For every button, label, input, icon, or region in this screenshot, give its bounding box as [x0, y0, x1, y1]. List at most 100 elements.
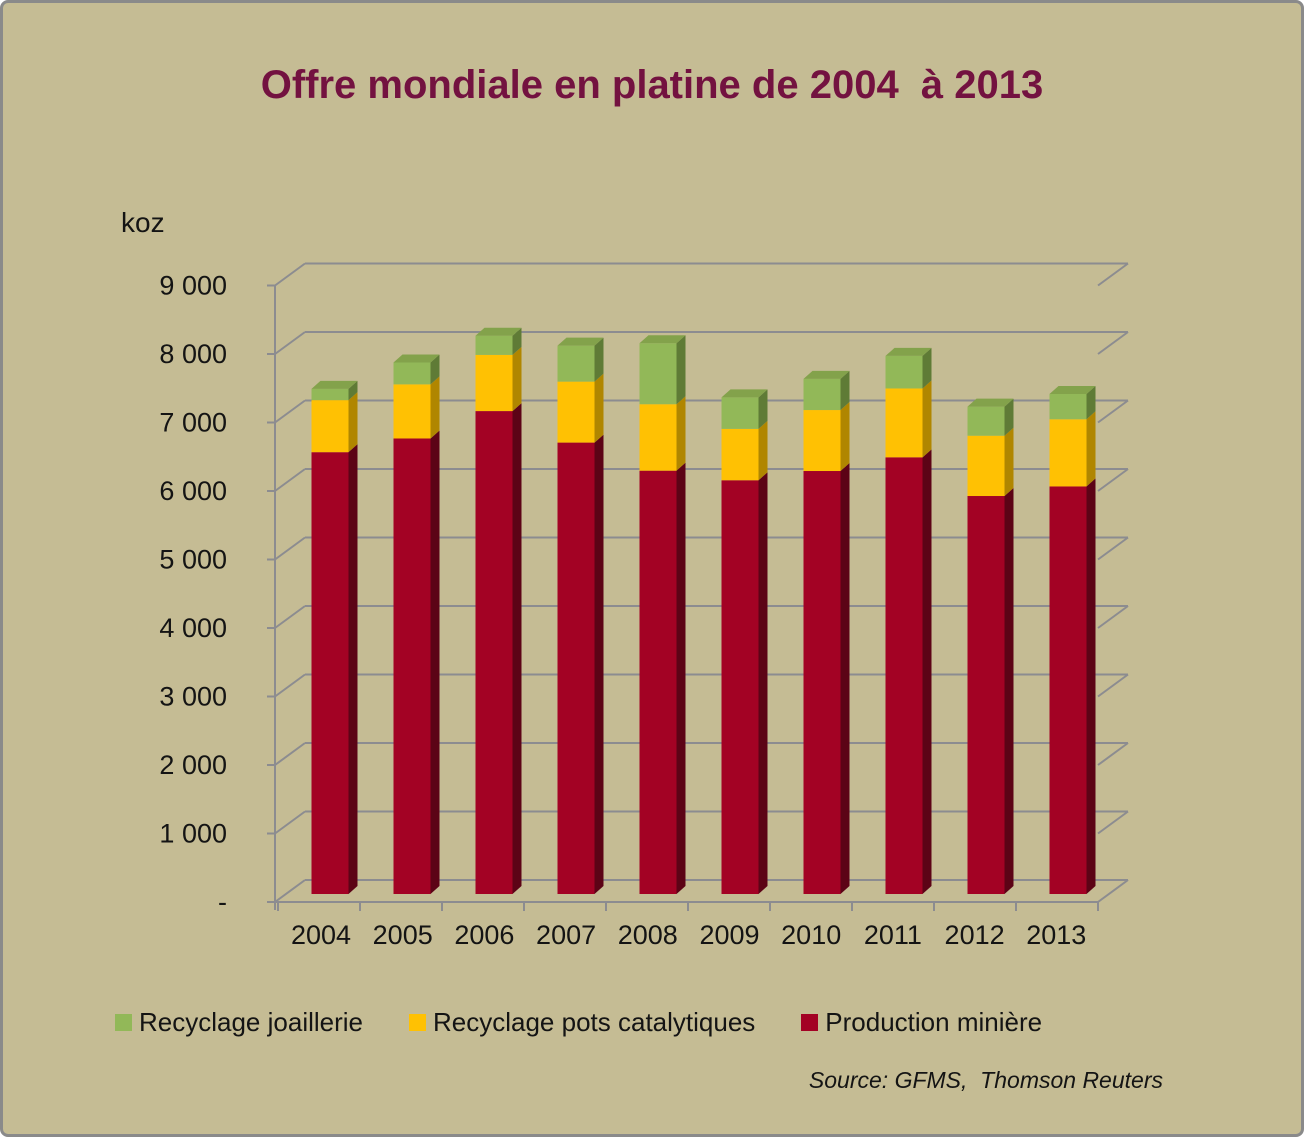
gridline-left-connector: [274, 879, 306, 903]
y-axis-tick-label: 9 000: [159, 271, 227, 301]
bar-segment-2005-recyclage-pots-catalytiques: [393, 384, 431, 439]
bar-segment-2010-recyclage-pots-catalytiques: [803, 410, 841, 472]
bar-segment-2013-recyclage-joaillerie: [1049, 393, 1087, 420]
bar-side-2007-recyclage-pots-catalytiques: [594, 373, 604, 443]
gridline-right-connector: [1097, 879, 1129, 903]
legend-swatch-yellow-icon: [409, 1014, 426, 1031]
bar-segment-2006-production-miniere: [475, 411, 513, 894]
y-axis-tick-label: 6 000: [159, 476, 227, 506]
bar-segment-2007-recyclage-joaillerie: [557, 345, 595, 382]
bar-segment-2012-recyclage-pots-catalytiques: [967, 435, 1005, 497]
bar-top-2004-recyclage-joaillerie: [311, 380, 358, 389]
bar-segment-2012-production-miniere: [967, 496, 1005, 894]
bar-side-2004-recyclage-joaillerie: [348, 380, 358, 401]
bar-segment-2009-recyclage-joaillerie: [721, 397, 759, 429]
bar-top-2013-recyclage-joaillerie: [1049, 385, 1096, 394]
bar-side-2005-recyclage-joaillerie: [430, 354, 440, 385]
bar-side-2007-recyclage-joaillerie: [594, 337, 604, 382]
bar-segment-2011-recyclage-joaillerie: [885, 355, 923, 389]
bar-segment-2013-production-miniere: [1049, 486, 1087, 894]
source-credit: Source: GFMS, Thomson Reuters: [808, 1067, 1163, 1093]
bar-segment-2007-recyclage-pots-catalytiques: [557, 381, 595, 443]
legend-swatch-green-icon: [115, 1014, 132, 1031]
gridline-left-connector: [274, 673, 306, 698]
bar-top-2005-recyclage-joaillerie: [393, 354, 440, 363]
gridline-left-connector: [274, 742, 306, 766]
x-axis-category-label: 2007: [536, 920, 596, 950]
bar-side-2006-recyclage-joaillerie: [512, 327, 522, 355]
bar-side-2005-recyclage-pots-catalytiques: [430, 376, 440, 439]
bar-segment-2008-production-miniere: [639, 470, 677, 894]
y-axis-tick-label: 2 000: [159, 750, 227, 780]
y-axis-tick-label: 3 000: [159, 682, 227, 712]
bar-segment-2010-production-miniere: [803, 471, 841, 894]
bar-side-2004-recyclage-pots-catalytiques: [348, 392, 358, 453]
gridline-right-connector: [1097, 331, 1129, 355]
bar-side-2011-recyclage-joaillerie: [922, 347, 932, 389]
y-axis-unit-label: koz: [121, 207, 165, 238]
bar-side-2011-production-miniere: [922, 449, 932, 894]
gridline-left-connector: [274, 331, 306, 355]
gridline-right-connector: [1097, 742, 1129, 766]
bar-side-2005-production-miniere: [430, 430, 440, 894]
bar-segment-2009-recyclage-pots-catalytiques: [721, 428, 759, 481]
bar-segment-2004-recyclage-joaillerie: [311, 388, 349, 401]
bar-side-2012-recyclage-joaillerie: [1004, 398, 1014, 436]
bar-side-2010-production-miniere: [840, 463, 850, 894]
bar-segment-2007-production-miniere: [557, 442, 595, 894]
gridline-left-connector: [274, 468, 306, 492]
bar-side-2009-recyclage-joaillerie: [758, 389, 768, 429]
bar-segment-2005-production-miniere: [393, 438, 431, 894]
y-axis-tick-label: 5 000: [159, 545, 227, 575]
bar-top-2011-recyclage-joaillerie: [885, 347, 932, 356]
bar-side-2013-recyclage-joaillerie: [1086, 385, 1096, 420]
bar-side-2009-recyclage-pots-catalytiques: [758, 420, 768, 481]
bar-segment-2011-production-miniere: [885, 457, 923, 894]
bar-segment-2012-recyclage-joaillerie: [967, 406, 1005, 436]
bar-side-2010-recyclage-pots-catalytiques: [840, 402, 850, 472]
bar-side-2010-recyclage-joaillerie: [840, 370, 850, 411]
bar-side-2013-recyclage-pots-catalytiques: [1086, 411, 1096, 487]
bar-segment-2009-production-miniere: [721, 480, 759, 894]
y-axis-tick-label: 1 000: [159, 819, 227, 849]
y-axis-tick-label: 4 000: [159, 613, 227, 643]
bar-top-2009-recyclage-joaillerie: [721, 389, 768, 398]
x-axis-category-label: 2004: [291, 920, 351, 950]
x-axis-category-label: 2009: [699, 920, 759, 950]
bar-segment-2008-recyclage-joaillerie: [639, 343, 677, 405]
gridline-left-connector: [274, 810, 306, 835]
bar-side-2006-recyclage-pots-catalytiques: [512, 346, 522, 412]
bar-top-2008-recyclage-joaillerie: [639, 335, 686, 344]
bar-top-2012-recyclage-joaillerie: [967, 398, 1014, 407]
bar-side-2007-production-miniere: [594, 434, 604, 894]
y-axis-tick-label: 7 000: [159, 408, 227, 438]
bar-segment-2010-recyclage-joaillerie: [803, 378, 841, 411]
x-axis-category-label: 2012: [945, 920, 1005, 950]
bar-segment-2006-recyclage-pots-catalytiques: [475, 354, 513, 412]
plot-area: - 1 000 2 000 3 000 4 000 5 000 6 000 7 000 8 00…: [159, 262, 1129, 950]
gridline-right-connector: [1097, 673, 1129, 698]
x-axis-category-label: 2013: [1026, 920, 1086, 950]
bar-top-2007-recyclage-joaillerie: [557, 337, 604, 346]
gridline-right-connector: [1097, 468, 1129, 492]
legend-label-recyclage-pots-catalytiques: Recyclage pots catalytiques: [433, 1007, 756, 1037]
legend-item-production-miniere: Production minière: [801, 1007, 1042, 1038]
bar-side-2008-recyclage-pots-catalytiques: [676, 396, 686, 471]
legend-item-recyclage-joaillerie: Recyclage joaillerie: [115, 1007, 363, 1038]
gridline-right-connector: [1097, 536, 1129, 561]
bar-segment-2004-recyclage-pots-catalytiques: [311, 400, 349, 453]
y-axis-tick-label: 8 000: [159, 339, 227, 369]
legend-swatch-red-icon: [801, 1014, 819, 1031]
chart-title: Offre mondiale en platine de 2004 à 2013: [260, 63, 1044, 107]
x-axis-category-label: 2005: [373, 920, 433, 950]
bar-side-2012-production-miniere: [1004, 488, 1014, 894]
x-axis-category-label: 2006: [454, 920, 514, 950]
gridline-left-connector: [274, 536, 306, 561]
bar-side-2013-production-miniere: [1086, 478, 1096, 894]
bar-side-2008-recyclage-joaillerie: [676, 335, 686, 405]
gridline-left-connector: [274, 262, 306, 287]
bar-top-2006-recyclage-joaillerie: [475, 327, 522, 336]
bar-side-2011-recyclage-pots-catalytiques: [922, 380, 932, 458]
y-axis-tick-label: -: [218, 887, 227, 917]
